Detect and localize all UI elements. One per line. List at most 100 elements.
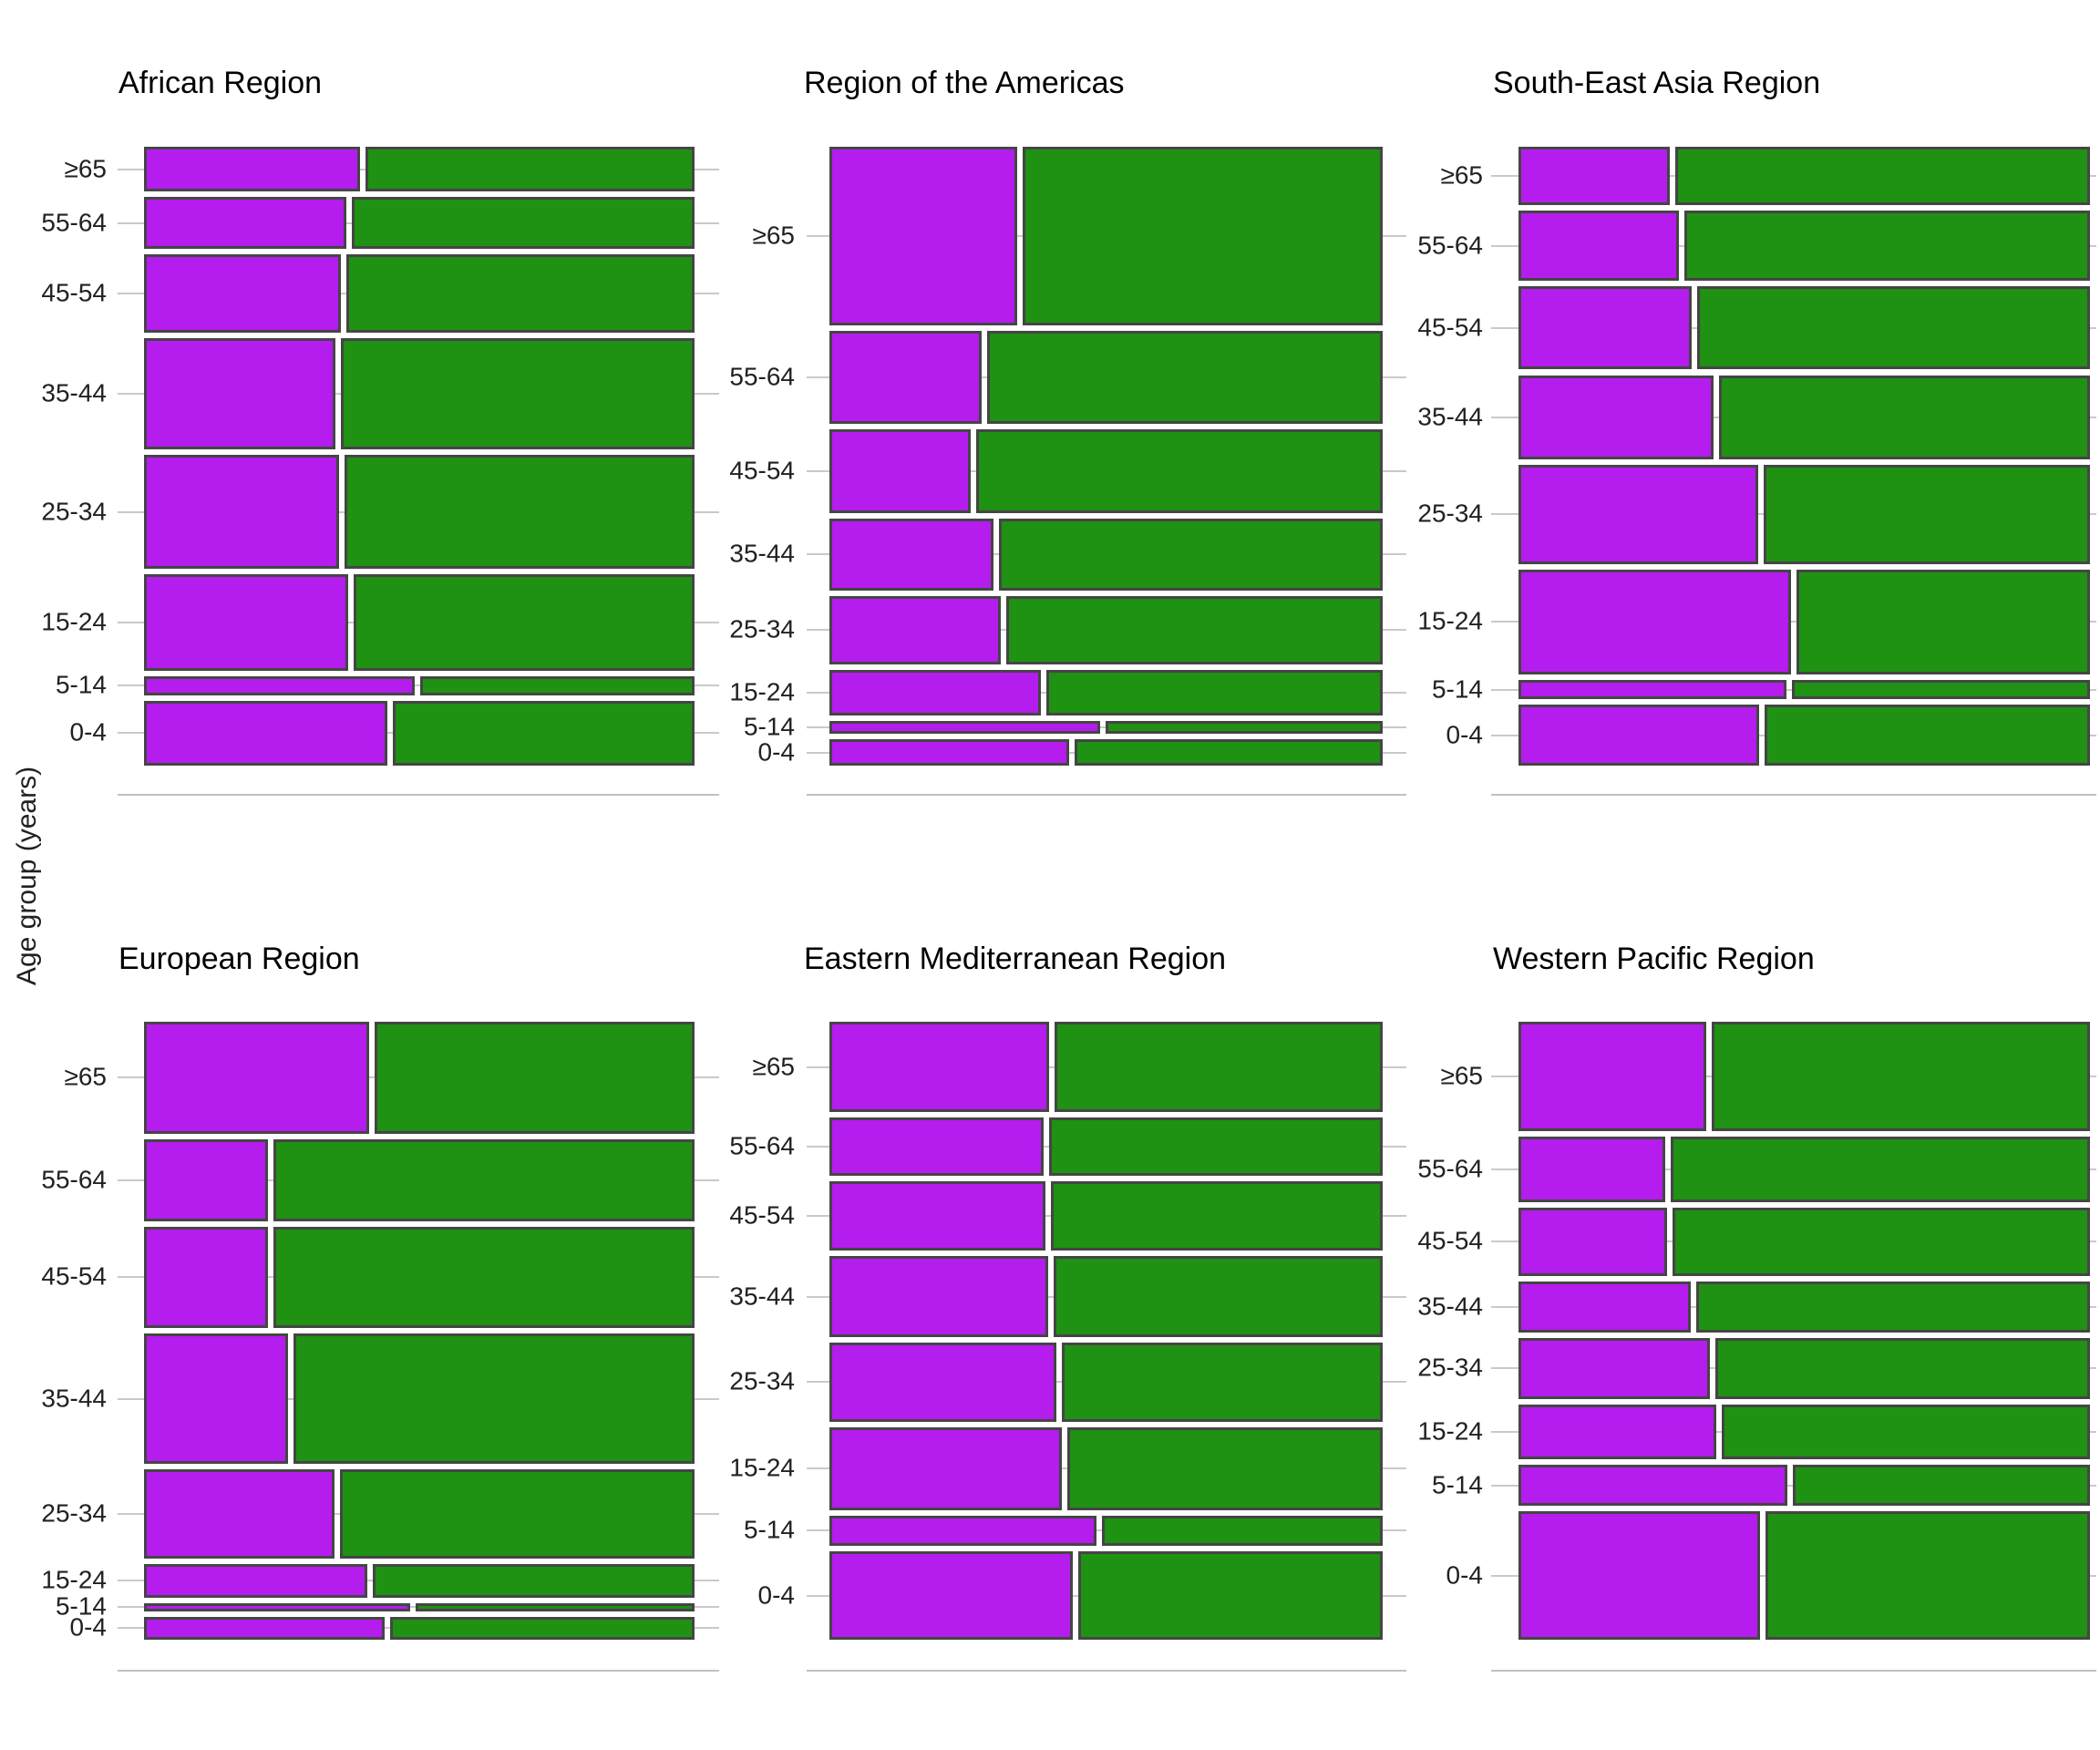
green-segment — [1722, 1404, 2090, 1460]
green-segment — [1062, 1343, 1383, 1422]
green-segment — [1764, 464, 2090, 564]
purple-segment — [829, 1515, 1096, 1547]
green-segment — [1075, 739, 1383, 766]
purple-segment — [1518, 147, 1670, 205]
purple-segment — [1518, 1337, 1710, 1399]
panel-title: African Region — [118, 66, 323, 100]
tick-label: 45-54 — [729, 456, 795, 485]
green-segment — [375, 1022, 695, 1134]
purple-segment — [1518, 1022, 1706, 1132]
purple-segment — [1518, 1511, 1760, 1640]
green-segment — [293, 1333, 695, 1465]
tick-label: ≥65 — [752, 1052, 795, 1081]
purple-segment — [1518, 705, 1759, 766]
purple-segment — [144, 1138, 268, 1222]
purple-segment — [829, 331, 982, 425]
purple-segment — [829, 720, 1100, 735]
green-segment — [1684, 210, 2090, 282]
green-segment — [1796, 569, 2090, 675]
green-segment — [1106, 720, 1383, 735]
tick-label: 55-64 — [1417, 230, 1483, 259]
x-baseline — [807, 794, 1406, 796]
tick-label: 25-34 — [41, 496, 107, 525]
green-segment — [346, 254, 695, 333]
green-segment — [1696, 1281, 2090, 1333]
green-segment — [1054, 1256, 1383, 1338]
tick-label: 25-34 — [729, 614, 795, 643]
purple-segment — [829, 147, 1017, 326]
purple-segment — [829, 669, 1041, 715]
tick-label: 5-14 — [743, 1515, 795, 1544]
x-baseline — [1491, 1670, 2096, 1672]
green-segment — [273, 1138, 695, 1222]
green-segment — [345, 455, 695, 569]
green-segment — [1719, 375, 2090, 459]
purple-segment — [1518, 680, 1786, 700]
green-segment — [1793, 1465, 2090, 1507]
panel-title: European Region — [118, 942, 360, 976]
tick-label: 15-24 — [1417, 1416, 1483, 1446]
green-segment — [1051, 1181, 1383, 1251]
purple-segment — [144, 1563, 367, 1598]
tick-label: 55-64 — [729, 1131, 795, 1160]
green-segment — [1078, 1551, 1383, 1640]
tick-label: 0-4 — [69, 717, 107, 746]
purple-segment — [829, 739, 1069, 766]
purple-segment — [1518, 1404, 1716, 1460]
green-segment — [365, 147, 695, 192]
green-segment — [1049, 1117, 1383, 1177]
tick-label: ≥65 — [64, 153, 107, 182]
panel-title: Eastern Mediterranean Region — [804, 942, 1227, 976]
green-segment — [1765, 705, 2090, 766]
green-segment — [1765, 1511, 2090, 1640]
purple-segment — [829, 1181, 1045, 1251]
green-segment — [354, 573, 695, 671]
tick-label: 15-24 — [41, 1565, 107, 1594]
tick-label: 0-4 — [69, 1612, 107, 1642]
tick-label: 45-54 — [1417, 1226, 1483, 1255]
tick-label: 25-34 — [41, 1498, 107, 1528]
tick-label: 5-14 — [55, 670, 107, 699]
green-segment — [373, 1563, 695, 1598]
purple-segment — [829, 1551, 1073, 1640]
green-segment — [1055, 1022, 1383, 1113]
tick-label: 35-44 — [1417, 402, 1483, 431]
green-segment — [393, 700, 695, 766]
tick-label: 15-24 — [41, 607, 107, 636]
tick-label: ≥65 — [752, 221, 795, 250]
purple-segment — [144, 254, 341, 333]
tick-label: 5-14 — [55, 1591, 107, 1621]
purple-segment — [829, 1022, 1049, 1113]
purple-segment — [1518, 464, 1758, 564]
tick-label: 35-44 — [729, 1282, 795, 1311]
tick-label: 15-24 — [729, 677, 795, 706]
tick-label: 35-44 — [1417, 1292, 1483, 1321]
purple-segment — [1518, 1137, 1665, 1202]
purple-segment — [1518, 210, 1679, 282]
purple-segment — [144, 700, 387, 766]
green-segment — [1671, 1137, 2090, 1202]
tick-label: 55-64 — [1417, 1154, 1483, 1183]
tick-label: 0-4 — [757, 737, 795, 767]
purple-segment — [144, 1022, 369, 1134]
tick-label: 45-54 — [729, 1200, 795, 1230]
tick-label: 35-44 — [729, 539, 795, 568]
purple-segment — [829, 595, 1001, 664]
green-segment — [1102, 1515, 1383, 1547]
x-baseline — [118, 1670, 719, 1672]
tick-label: 0-4 — [1446, 1560, 1483, 1590]
green-segment — [420, 675, 695, 695]
purple-segment — [1518, 1281, 1691, 1333]
tick-label: ≥65 — [1440, 1061, 1483, 1090]
purple-segment — [144, 455, 339, 569]
purple-segment — [144, 573, 348, 671]
green-segment — [341, 337, 695, 450]
green-segment — [999, 518, 1383, 591]
purple-segment — [144, 1616, 385, 1640]
green-segment — [1712, 1022, 2090, 1132]
purple-segment — [144, 147, 360, 192]
tick-label: 55-64 — [41, 1165, 107, 1194]
tick-label: 25-34 — [729, 1366, 795, 1395]
tick-label: 5-14 — [1431, 1470, 1483, 1499]
